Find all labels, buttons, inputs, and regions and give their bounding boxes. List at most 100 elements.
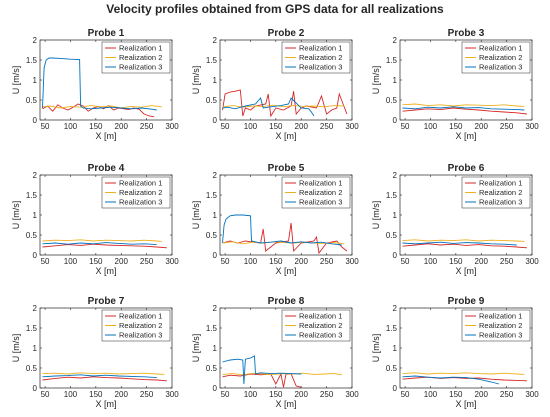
x-tick-label: 150	[269, 390, 283, 399]
y-tick-label: 0.5	[386, 364, 398, 373]
series-line-realization-2	[402, 372, 525, 375]
y-tick-label: 0	[393, 251, 398, 260]
series-line-realization-3	[222, 97, 315, 117]
y-tick-label: 2	[33, 36, 38, 45]
panel-title: Probe 1	[88, 28, 125, 39]
legend-label: Realization 1	[479, 312, 522, 321]
x-tick-label: 300	[345, 390, 359, 399]
x-axis-label: X [m]	[455, 131, 476, 141]
legend-label: Realization 1	[119, 44, 162, 53]
y-tick-label: 1.5	[26, 191, 38, 200]
panel-6: 50 100 150 200 250 300 0 0.5 1 1.5 2 Probe 6 X [m] U …	[371, 163, 539, 276]
series-line-realization-2	[42, 239, 162, 242]
y-tick-label: 0.5	[26, 364, 38, 373]
y-axis-label: U [m/s]	[11, 66, 21, 95]
y-tick-label: 1.5	[386, 324, 398, 333]
x-tick-label: 50	[221, 257, 230, 266]
x-tick-label: 200	[295, 122, 309, 131]
legend-label: Realization 2	[299, 321, 342, 330]
legend-label: Realization 2	[299, 53, 342, 62]
x-tick-label: 50	[41, 390, 50, 399]
series-line-realization-3	[222, 214, 342, 246]
x-axis-label: X [m]	[95, 266, 116, 276]
x-tick-label: 300	[525, 122, 539, 131]
y-tick-label: 1.5	[206, 324, 218, 333]
series-line-realization-3	[42, 374, 157, 379]
x-tick-label: 250	[320, 122, 334, 131]
x-tick-label: 150	[269, 257, 283, 266]
series-line-realization-3	[402, 241, 517, 246]
legend-label: Realization 1	[119, 179, 162, 188]
series-line-realization-1	[222, 89, 348, 118]
series-line-realization-2	[222, 104, 345, 108]
x-tick-label: 300	[525, 257, 539, 266]
y-tick-label: 0.5	[206, 231, 218, 240]
series-line-realization-2	[402, 239, 525, 242]
panel-title: Probe 7	[88, 296, 125, 307]
y-tick-label: 1.5	[206, 56, 218, 65]
series-line-realization-1	[402, 107, 527, 115]
x-tick-label: 100	[244, 257, 258, 266]
series-line-realization-1	[42, 376, 167, 382]
figure-title: Velocity profiles obtained from GPS data…	[106, 2, 444, 16]
y-tick-label: 0	[33, 384, 38, 393]
x-tick-label: 300	[165, 257, 179, 266]
panel-title: Probe 2	[268, 28, 305, 39]
legend-label: Realization 3	[119, 63, 162, 72]
y-tick-label: 1	[393, 76, 398, 85]
y-tick-label: 2	[213, 36, 218, 45]
legend-label: Realization 2	[479, 53, 522, 62]
series-line-realization-2	[402, 103, 525, 107]
x-tick-label: 300	[165, 122, 179, 131]
x-axis-label: X [m]	[275, 266, 296, 276]
y-tick-label: 2	[393, 304, 398, 313]
x-tick-label: 200	[295, 390, 309, 399]
x-axis-label: X [m]	[95, 399, 116, 409]
x-tick-label: 200	[295, 257, 309, 266]
y-tick-label: 2	[393, 171, 398, 180]
y-tick-label: 1	[393, 344, 398, 353]
y-tick-label: 0	[33, 116, 38, 125]
y-tick-label: 1	[393, 211, 398, 220]
y-tick-label: 2	[213, 304, 218, 313]
x-tick-label: 150	[89, 390, 103, 399]
x-tick-label: 150	[89, 257, 103, 266]
x-tick-label: 100	[244, 122, 258, 131]
legend-label: Realization 2	[479, 321, 522, 330]
legend-label: Realization 1	[119, 312, 162, 321]
legend-label: Realization 1	[479, 44, 522, 53]
y-tick-label: 0.5	[386, 231, 398, 240]
x-tick-label: 100	[424, 390, 438, 399]
x-tick-label: 150	[449, 257, 463, 266]
y-tick-label: 0.5	[386, 96, 398, 105]
y-tick-label: 1.5	[386, 191, 398, 200]
panel-9: 50 100 150 200 250 300 0 0.5 1 1.5 2 Probe 9 X [m] U …	[371, 296, 539, 409]
x-axis-label: X [m]	[275, 399, 296, 409]
series-line-realization-3	[402, 375, 500, 385]
y-tick-label: 2	[213, 171, 218, 180]
x-tick-label: 200	[115, 257, 129, 266]
series-line-realization-3	[222, 355, 302, 385]
legend-label: Realization 2	[119, 321, 162, 330]
y-tick-label: 1	[213, 76, 218, 85]
x-tick-label: 50	[401, 390, 410, 399]
y-axis-label: U [m/s]	[191, 66, 201, 95]
series-line-realization-1	[402, 376, 527, 382]
legend-label: Realization 3	[479, 63, 522, 72]
x-axis-label: X [m]	[95, 131, 116, 141]
y-tick-label: 0.5	[26, 96, 38, 105]
y-tick-label: 0	[393, 384, 398, 393]
y-tick-label: 0	[213, 384, 218, 393]
legend-label: Realization 2	[119, 53, 162, 62]
legend-label: Realization 2	[299, 188, 342, 197]
y-tick-label: 2	[33, 171, 38, 180]
y-tick-label: 1.5	[26, 56, 38, 65]
x-tick-label: 50	[41, 257, 50, 266]
series-line-realization-1	[222, 222, 348, 255]
y-tick-label: 1.5	[206, 191, 218, 200]
x-tick-label: 300	[345, 122, 359, 131]
x-tick-label: 250	[140, 122, 154, 131]
legend-label: Realization 3	[299, 331, 342, 340]
panel-7: 50 100 150 200 250 300 0 0.5 1 1.5 2 Probe 7 X [m] U …	[11, 296, 179, 409]
